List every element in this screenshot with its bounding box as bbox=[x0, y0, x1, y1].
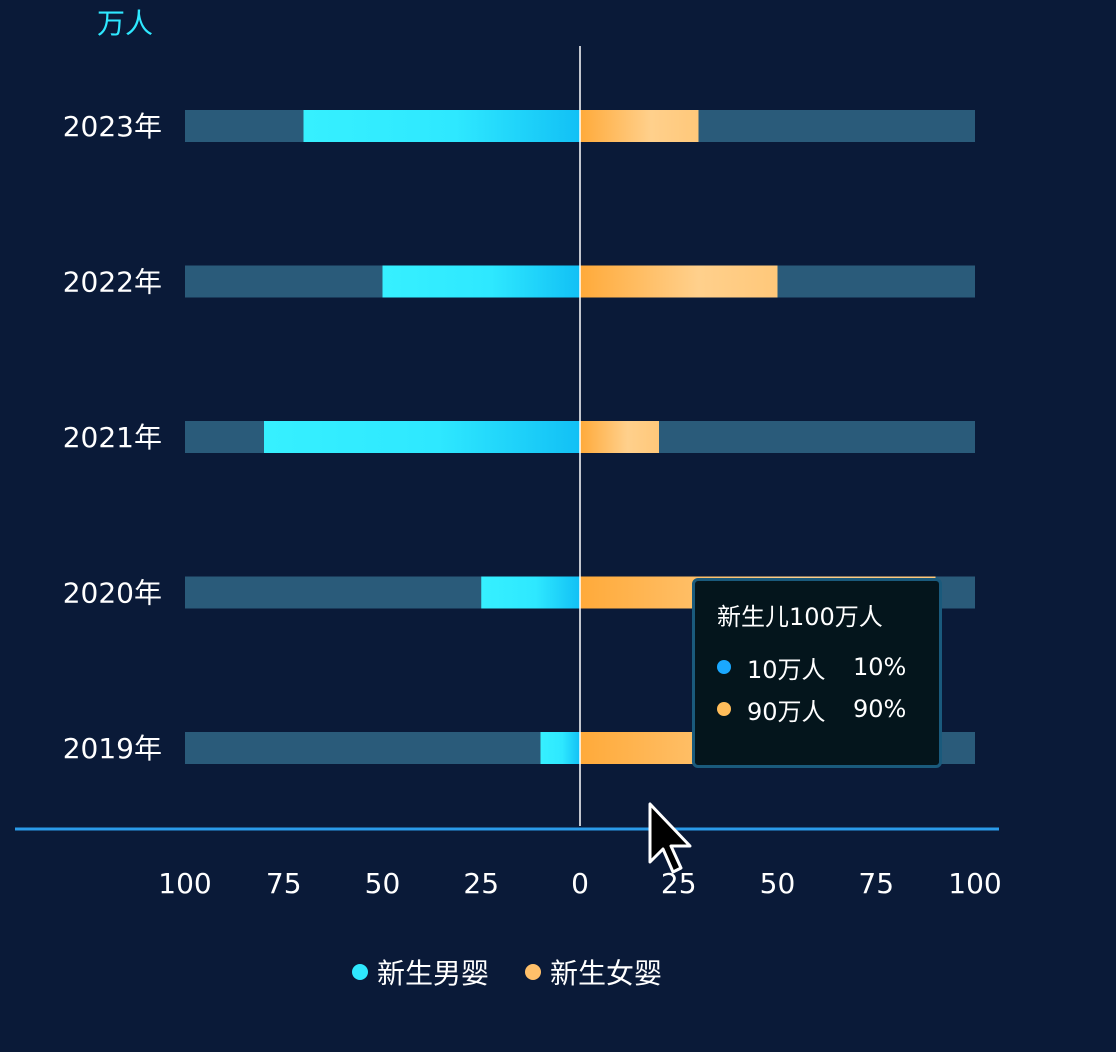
tooltip-value: 10万人 bbox=[747, 655, 826, 684]
tooltip-value: 90万人 bbox=[747, 697, 826, 726]
bar-male[interactable] bbox=[481, 576, 580, 609]
category-label: 2022年 bbox=[63, 266, 162, 299]
x-tick-label: 0 bbox=[571, 867, 589, 900]
tooltip-percent: 90% bbox=[853, 695, 907, 723]
bar-male[interactable] bbox=[303, 110, 581, 142]
tooltip-dot-female bbox=[717, 702, 731, 716]
category-label: 2020年 bbox=[63, 577, 162, 610]
tooltip-percent: 10% bbox=[853, 653, 907, 681]
tooltip: 新生儿100万人 10万人 10% 90万人 90% bbox=[692, 578, 942, 768]
legend: 新生男婴 新生女婴 bbox=[352, 957, 662, 990]
tooltip-dot-male bbox=[717, 660, 731, 674]
legend-label-female[interactable]: 新生女婴 bbox=[550, 957, 662, 990]
x-tick-label: 50 bbox=[365, 867, 401, 900]
tooltip-row: 90万人 90% bbox=[717, 688, 917, 730]
category-label: 2019年 bbox=[63, 732, 162, 765]
x-tick-label: 100 bbox=[948, 867, 1001, 900]
x-tick-label: 75 bbox=[266, 867, 302, 900]
y-unit-label: 万人 bbox=[97, 7, 153, 40]
bar-female[interactable] bbox=[580, 265, 778, 298]
x-tick-label: 25 bbox=[661, 867, 697, 900]
mouse-cursor-icon bbox=[648, 802, 692, 874]
bar-male[interactable] bbox=[264, 421, 580, 453]
bar-female[interactable] bbox=[580, 110, 699, 142]
category-label: 2023年 bbox=[63, 110, 162, 143]
bar-male[interactable] bbox=[382, 265, 581, 298]
bar-female[interactable] bbox=[580, 421, 659, 453]
x-tick-label: 100 bbox=[158, 867, 211, 900]
bar-male[interactable] bbox=[540, 732, 581, 764]
legend-label-male[interactable]: 新生男婴 bbox=[377, 957, 489, 990]
legend-dot-male bbox=[352, 964, 368, 980]
category-label: 2021年 bbox=[63, 421, 162, 454]
x-tick-label: 25 bbox=[463, 867, 499, 900]
tooltip-row: 10万人 10% bbox=[717, 646, 917, 688]
x-tick-label: 75 bbox=[858, 867, 894, 900]
tooltip-title: 新生儿100万人 bbox=[717, 603, 883, 631]
x-tick-label: 50 bbox=[760, 867, 796, 900]
legend-dot-female bbox=[525, 964, 541, 980]
